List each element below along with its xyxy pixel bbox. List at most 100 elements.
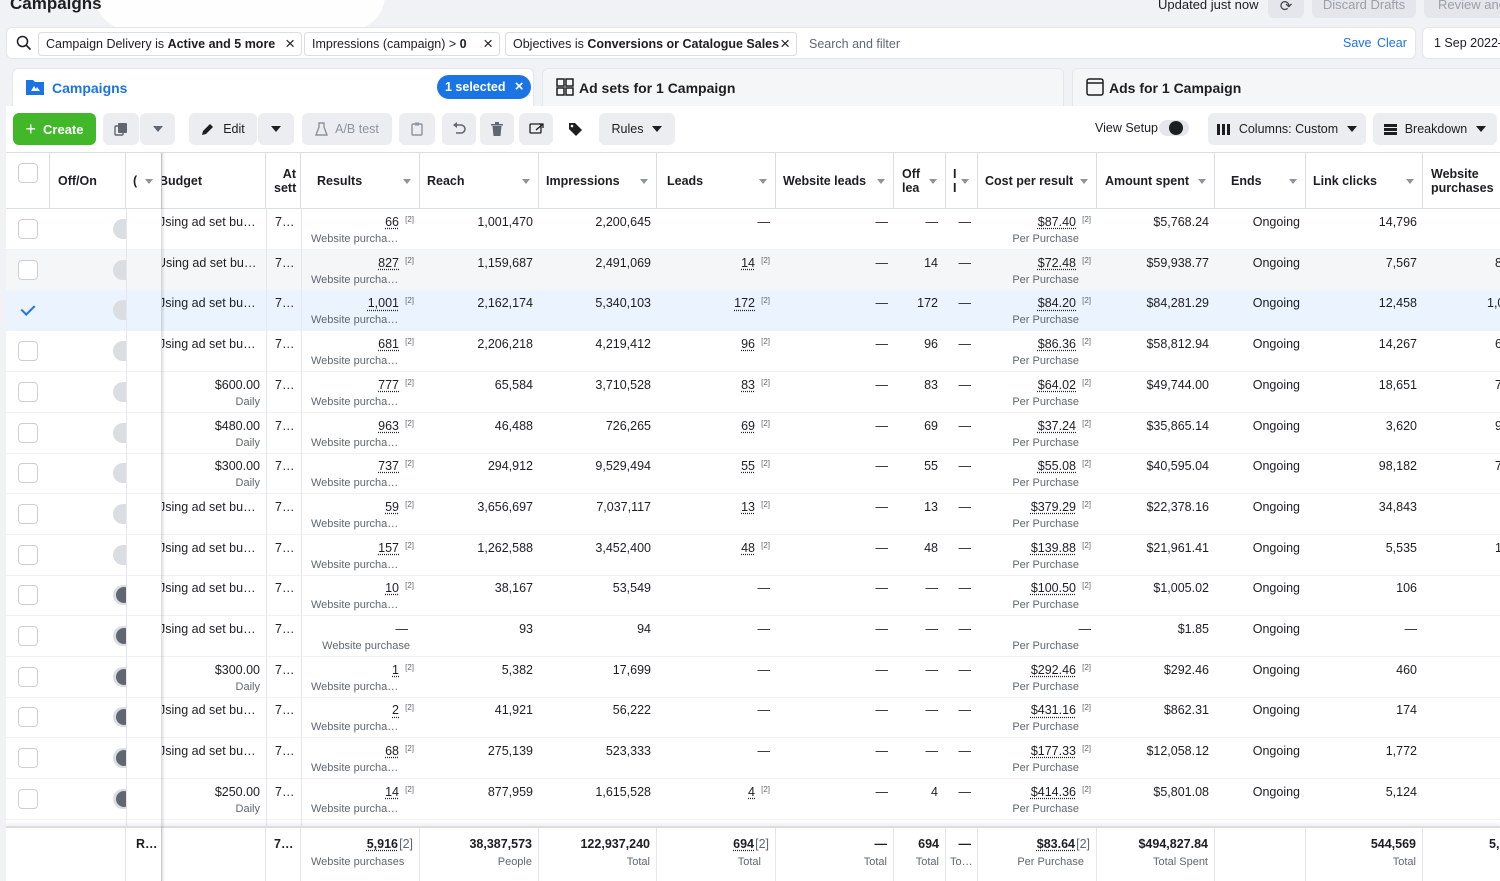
- column-header-website-purchases[interactable]: Website purchases: [1423, 153, 1500, 209]
- table-row[interactable]: Jsing ad set bu… 7… 68 [2] Website purcha… 27…: [6, 738, 1500, 780]
- delivery-toggle[interactable]: [113, 585, 126, 606]
- filter-chip-delivery[interactable]: Campaign Delivery is Active and 5 more ×: [38, 32, 302, 56]
- column-header-website-leads[interactable]: Website leads: [776, 153, 894, 209]
- column-header-offon[interactable]: Off/On: [50, 153, 126, 209]
- row-checkbox[interactable]: [18, 788, 38, 809]
- table-row[interactable]: Jsing ad set bu… 7… 681 [2] Website purcha… 2…: [6, 331, 1500, 373]
- create-button[interactable]: + Create: [13, 113, 96, 145]
- table-row[interactable]: $300.00 Daily 7… 737 [2] Website purcha… 294,9…: [6, 453, 1500, 495]
- row-checkbox[interactable]: [18, 463, 38, 484]
- close-icon[interactable]: ×: [483, 34, 493, 53]
- column-header-impressions[interactable]: Impressions: [539, 153, 657, 209]
- delivery-toggle[interactable]: [113, 422, 126, 443]
- row-checkbox[interactable]: [18, 259, 38, 280]
- column-header-link-clicks[interactable]: Link clicks: [1306, 153, 1423, 209]
- close-icon[interactable]: ×: [780, 34, 790, 53]
- row-checkbox[interactable]: [18, 300, 38, 320]
- delivery-toggle[interactable]: [113, 666, 126, 687]
- table-row[interactable]: Jsing ad set bu… 7… 10 [2] Website purcha… 38…: [6, 575, 1500, 617]
- column-header-ends[interactable]: Ends: [1215, 153, 1306, 209]
- info-icon: [2]: [405, 662, 414, 672]
- table-row[interactable]: $300.00 Daily 7… 1 [2] Website purcha… 5,382 17…: [6, 657, 1500, 698]
- row-checkbox[interactable]: [18, 585, 38, 606]
- info-icon: [2]: [1082, 703, 1091, 713]
- row-checkbox[interactable]: [18, 381, 38, 402]
- delivery-toggle[interactable]: [113, 544, 126, 565]
- tab-campaigns[interactable]: Campaigns 1 selected ×: [12, 68, 534, 106]
- row-checkbox[interactable]: [18, 748, 38, 769]
- row-checkbox[interactable]: [18, 707, 38, 728]
- tag-button[interactable]: [558, 113, 592, 145]
- table-row[interactable]: $250.00 Daily 7… 14 [2] Website purcha… 877,95…: [6, 779, 1500, 820]
- clear-filter-link[interactable]: Clear: [1377, 36, 1407, 50]
- tab-ads[interactable]: Ads for 1 Campaign: [1072, 68, 1500, 106]
- row-checkbox[interactable]: [18, 422, 38, 443]
- selected-count-badge[interactable]: 1 selected ×: [437, 75, 532, 99]
- refresh-button[interactable]: ⟳: [1268, 0, 1304, 18]
- row-checkbox[interactable]: [18, 626, 38, 646]
- edit-dropdown[interactable]: [258, 113, 294, 145]
- row-checkbox[interactable]: [18, 544, 38, 565]
- table-row[interactable]: Jsing ad set bu… 7… 2 [2] Website purcha… 41,…: [6, 697, 1500, 739]
- ab-test-button[interactable]: A/B test: [302, 113, 392, 145]
- delivery-toggle[interactable]: [113, 219, 126, 239]
- breakdown-dropdown[interactable]: Breakdown: [1373, 113, 1497, 145]
- filter-chip-objectives[interactable]: Objectives is Conversions or Catalogue S…: [505, 32, 797, 56]
- table-row[interactable]: Jsing ad set bu… 7… 59 [2] Website purcha… 3,…: [6, 494, 1500, 535]
- delivery-toggle[interactable]: [113, 463, 126, 484]
- delivery-toggle[interactable]: [113, 503, 126, 524]
- discard-drafts-button[interactable]: Discard Drafts: [1312, 0, 1416, 18]
- table-row[interactable]: Jsing ad set bu… 7… — Website purchase 93 94 —…: [6, 616, 1500, 657]
- filter-chip-impressions[interactable]: Impressions (campaign) > 0 ×: [304, 32, 500, 56]
- date-range-picker[interactable]: 1 Sep 2022–: [1422, 27, 1500, 59]
- rules-dropdown[interactable]: Rules: [599, 113, 675, 145]
- paste-button[interactable]: [399, 113, 435, 145]
- column-header-leads[interactable]: Leads: [657, 153, 776, 209]
- view-setup-toggle[interactable]: [1159, 120, 1189, 136]
- column-header-results[interactable]: Results: [301, 153, 420, 209]
- table-row[interactable]: Jsing ad set bu… 7… 66 [2] Website purcha… 1,…: [6, 209, 1500, 250]
- tab-ad-sets[interactable]: Ad sets for 1 Campaign: [542, 68, 1064, 106]
- delivery-toggle[interactable]: [113, 259, 126, 280]
- save-filter-link[interactable]: Save: [1343, 36, 1372, 50]
- columns-dropdown[interactable]: Columns: Custom: [1208, 113, 1366, 145]
- delete-button[interactable]: [480, 113, 514, 145]
- close-icon[interactable]: ×: [514, 78, 524, 95]
- delivery-toggle[interactable]: [113, 341, 126, 362]
- select-all-checkbox[interactable]: [18, 163, 38, 183]
- table-row[interactable]: $600.00 Daily 7… 777 [2] Website purcha… 65,58…: [6, 372, 1500, 413]
- edit-button[interactable]: Edit: [189, 113, 257, 145]
- table-row[interactable]: Jsing ad set bu… 7… 157 [2] Website purcha… 1…: [6, 535, 1500, 576]
- export-button[interactable]: [519, 113, 553, 145]
- delivery-toggle[interactable]: [113, 748, 126, 769]
- undo-button[interactable]: [442, 113, 476, 145]
- column-header-budget[interactable]: Budget: [162, 153, 266, 209]
- row-checkbox[interactable]: [18, 666, 38, 687]
- info-icon: [2]: [1082, 337, 1091, 347]
- column-header-cost-per-result[interactable]: Cost per result: [978, 153, 1097, 209]
- delivery-toggle[interactable]: [113, 707, 126, 728]
- row-checkbox[interactable]: [18, 219, 38, 239]
- column-header-reach[interactable]: Reach: [420, 153, 539, 209]
- row-reach-cell: 1,262,588: [420, 535, 539, 576]
- row-checkbox[interactable]: [18, 341, 38, 362]
- column-header-offline-leads[interactable]: Off lea: [894, 153, 946, 209]
- column-header-attribution[interactable]: At sett: [266, 153, 301, 209]
- column-header-amount-spent[interactable]: Amount spent: [1097, 153, 1215, 209]
- delivery-toggle[interactable]: [113, 626, 126, 646]
- delivery-toggle[interactable]: [113, 788, 126, 809]
- delivery-toggle[interactable]: [113, 300, 126, 321]
- row-checkbox[interactable]: [18, 503, 38, 524]
- table-row[interactable]: Jsing ad set bu… 7… 1,001 [2] Website purcha…: [6, 290, 1500, 332]
- table-row[interactable]: Using ad set bu… 7… 827 [2] Website purcha… 1…: [6, 249, 1500, 291]
- close-icon[interactable]: ×: [285, 34, 295, 53]
- row-impressions: 53,549: [612, 581, 651, 596]
- duplicate-button[interactable]: [103, 113, 139, 145]
- delivery-toggle[interactable]: [113, 381, 126, 402]
- duplicate-dropdown[interactable]: [140, 113, 175, 145]
- column-header-campaign[interactable]: (: [126, 153, 162, 209]
- table-row[interactable]: $480.00 Daily 7… 963 [2] Website purcha… 46,48…: [6, 413, 1500, 454]
- review-and-publish-button[interactable]: Review and: [1424, 0, 1500, 18]
- search-input[interactable]: [809, 34, 1109, 54]
